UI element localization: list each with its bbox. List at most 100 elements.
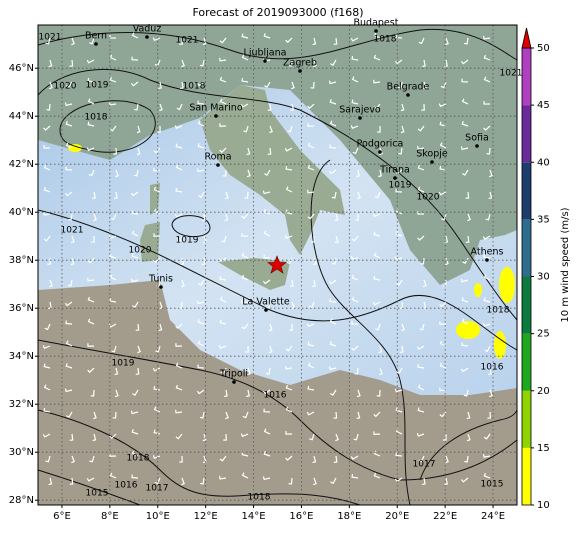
wind-barb: [485, 213, 491, 221]
wind-barb: [333, 37, 338, 45]
wind-barb: [67, 279, 73, 287]
x-tick-label: 14°E: [242, 511, 266, 522]
wind-barb: [201, 213, 206, 221]
wind-barb: [350, 37, 359, 42]
wind-barb: [328, 80, 337, 85]
wind-barb: [89, 455, 95, 463]
wind-barb: [153, 147, 161, 154]
city-label: Zagreb: [283, 58, 317, 69]
wind-barb: [48, 477, 53, 486]
wind-barb: [465, 235, 470, 243]
wind-barb: [48, 59, 53, 68]
wind-barb: [356, 389, 361, 398]
wind-barb: [291, 301, 295, 310]
wind-barb: [285, 384, 293, 391]
city-label: Belgrade: [387, 82, 430, 93]
wind-barb: [466, 433, 471, 442]
wind-barb: [466, 411, 471, 420]
wind-barb: [268, 345, 273, 354]
wind-barb: [174, 213, 183, 218]
wind-barb: [43, 164, 51, 171]
wind-barb: [461, 78, 469, 83]
wind-barb: [93, 213, 97, 222]
wind-barb: [439, 340, 447, 347]
wind-barb: [196, 389, 205, 395]
wind-barb: [373, 472, 381, 479]
wind-barb: [48, 81, 53, 90]
wind-barb: [351, 235, 359, 242]
isobar-label: 1021: [500, 69, 523, 79]
wind-barb: [175, 409, 183, 414]
wind-barb: [444, 477, 449, 486]
wind-barb: [65, 81, 73, 88]
wind-barb: [461, 121, 469, 127]
wind-barb: [131, 56, 139, 61]
wind-barb: [351, 76, 359, 83]
wind-barb: [66, 411, 73, 418]
wind-barb: [241, 252, 249, 259]
wind-barb: [42, 345, 51, 349]
y-tick-label: 30°N: [9, 447, 34, 458]
wind-barb: [328, 279, 337, 285]
wind-barb: [180, 81, 184, 90]
wind-barb: [197, 120, 205, 127]
wind-barb: [263, 254, 271, 259]
wind-barb: [372, 301, 381, 306]
wind-barb: [400, 125, 405, 134]
wind-barb: [134, 103, 139, 111]
isobar-label: 1016: [481, 363, 504, 373]
isobar-label: 1018: [248, 493, 271, 503]
wind-barb: [483, 76, 491, 83]
city-dot: [159, 285, 163, 289]
wind-barb: [109, 253, 117, 259]
wind-barb: [219, 123, 227, 127]
y-tick-label: 34°N: [9, 351, 34, 362]
wind-barb: [152, 455, 161, 459]
wind-barb: [240, 433, 249, 438]
wind-barb: [307, 142, 315, 149]
wind-barb: [417, 407, 425, 413]
wind-barb: [376, 389, 381, 397]
y-tick-label: 38°N: [9, 255, 34, 266]
wind-barb: [419, 323, 425, 331]
wind-barb: [109, 472, 117, 479]
wind-barb: [439, 121, 447, 127]
wind-barb: [334, 235, 339, 244]
isobar-label: 1020: [129, 246, 152, 256]
wind-barb: [111, 345, 117, 353]
y-tick-label: 36°N: [9, 303, 34, 314]
wind-barb: [240, 103, 249, 108]
wind-barb: [460, 59, 469, 65]
map-frame: [37, 24, 518, 506]
y-tick-label: 42°N: [9, 159, 34, 170]
wind-barb: [130, 278, 139, 283]
wind-barb: [242, 411, 249, 419]
wind-barb: [175, 187, 183, 193]
wind-barb: [114, 389, 119, 398]
wind-barb: [445, 455, 449, 464]
wind-barb: [86, 477, 95, 482]
wind-barb: [482, 454, 491, 458]
sardinia: [140, 222, 160, 262]
city-label: Roma: [204, 152, 231, 163]
wind-barb: [265, 367, 271, 375]
wind-barb: [483, 472, 491, 479]
wind-barb: [64, 191, 73, 197]
x-tick-label: 12°E: [194, 511, 218, 522]
wind-barb: [155, 345, 161, 353]
wind-barb: [175, 343, 183, 347]
wind-barb: [331, 191, 337, 199]
wind-barb: [241, 323, 249, 330]
wind-barb: [241, 472, 249, 479]
wind-barb: [396, 367, 403, 375]
wind-barb: [109, 125, 117, 132]
wind-barb: [247, 367, 251, 376]
isobar-label: 1018: [374, 35, 397, 45]
wind-barb: [378, 169, 382, 178]
wind-barb: [351, 345, 359, 351]
wind-barb: [417, 186, 425, 193]
wind-barb: [267, 147, 272, 155]
wind-barb: [307, 213, 315, 220]
wind-barb: [130, 81, 139, 87]
wind-barb: [201, 257, 206, 265]
